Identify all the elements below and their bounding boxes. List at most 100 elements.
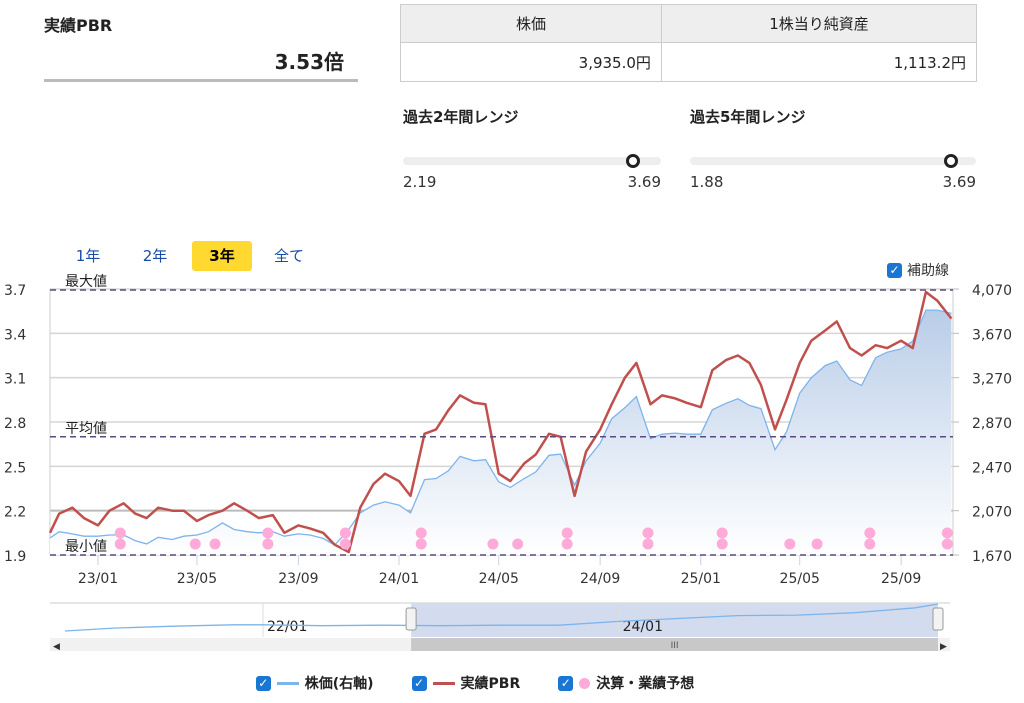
x-axis-tick: 24/09 [580,571,620,587]
divider [44,79,358,82]
event-marker [487,538,499,550]
reference-line-label: 平均値 [65,421,107,437]
event-marker [716,538,728,550]
range-2y-marker [626,154,641,168]
event-marker [209,538,221,550]
x-axis-tick: 25/05 [780,571,820,587]
price-value: 3,935.0円 [400,42,662,82]
x-axis-tick: 24/01 [379,571,419,587]
event-marker [561,527,573,539]
range-2y-max: 3.69 [627,173,661,191]
navigator-tick-label: 22/01 [267,619,307,635]
event-marker [189,538,201,550]
navigator-selection [411,603,939,637]
pbr-line [48,290,953,554]
event-marker [415,527,427,539]
legend-pbr[interactable]: ✓ 実績PBR [411,673,521,693]
aux-lines-toggle[interactable]: ✓ 補助線 [887,260,949,280]
scroll-left-arrow-icon[interactable]: ◀ [53,642,60,652]
range-5y-track [690,157,976,165]
left-axis-tick: 3.7 [4,283,26,299]
navigator-tick-label: 24/01 [623,619,663,635]
left-axis-tick: 3.4 [4,327,26,343]
navigator-handle[interactable] [932,607,944,631]
price-line-swatch [276,681,299,685]
left-axis-tick: 1.9 [4,549,26,565]
scroll-right-arrow-icon[interactable]: ▶ [940,642,947,652]
checkbox-checked-icon[interactable]: ✓ [411,675,427,691]
navigator-handle[interactable] [405,607,417,631]
pbr-price-chart: 3.7 4,070 3.4 3,670 3.1 3,270 2.8 2,870 2.5 2,470… [4,274,1012,652]
reference-line-label: 最小値 [65,539,107,555]
event-dot-swatch [579,677,591,689]
legend-pbr-label: 実績PBR [460,676,521,692]
legend: ✓ 株価(右軸) ✓ 実績PBR ✓ 決算・業績予想 [0,673,950,693]
event-marker [864,538,876,550]
scrollbar-thumb[interactable] [411,638,939,651]
left-axis-tick: 2.2 [4,505,26,521]
price-line [49,309,952,546]
event-marker [561,538,573,550]
scrollbar-grip-icon: III [671,641,679,651]
legend-events-label: 決算・業績予想 [596,676,695,692]
event-marker [262,538,274,550]
x-axis-tick: 23/01 [78,571,118,587]
tab-all[interactable]: 全て [273,247,304,265]
header-price: 株価 [400,4,662,43]
range-2y-track [403,157,661,165]
event-marker [941,538,953,550]
event-marker [864,527,876,539]
x-axis-tick: 24/05 [479,571,519,587]
event-marker [941,527,953,539]
range-5y-min: 1.88 [690,173,724,191]
legend-price-label: 株価(右軸) [304,676,374,692]
legend-price[interactable]: ✓ 株価(右軸) [255,673,374,693]
tab-2y[interactable]: 2年 [142,247,168,265]
pbr-line-swatch [432,681,455,685]
navigator-line [64,603,939,632]
range-5y-marker [943,154,958,168]
x-axis-tick: 23/05 [177,571,217,587]
reference-line-label: 最大値 [65,274,107,290]
event-marker [716,527,728,539]
event-marker [339,527,351,539]
x-axis-tick: 25/09 [881,571,921,587]
price-bps-table: 株価 1株当り純資産 3,935.0円 1,113.2円 [400,4,978,82]
event-marker [784,538,796,550]
event-marker [114,538,126,550]
event-marker [642,527,654,539]
left-axis-tick: 2.5 [4,460,26,476]
event-marker [114,527,126,539]
pbr-value: 3.53倍 [274,50,344,74]
event-marker [811,538,823,550]
bps-value: 1,113.2円 [660,42,978,82]
range-2y-min: 2.19 [403,173,437,191]
pbr-label: 実績PBR [44,16,113,35]
checkbox-checked-icon[interactable]: ✓ [558,675,574,691]
right-axis-tick: 2,470 [972,460,1012,476]
checkbox-checked-icon[interactable]: ✓ [255,675,271,691]
left-axis-tick: 2.8 [4,416,26,432]
range-5y-title: 過去5年間レンジ [690,108,806,126]
price-area [50,310,952,555]
right-axis-tick: 2,870 [972,416,1012,432]
right-axis-tick: 3,270 [972,372,1012,388]
event-marker [415,538,427,550]
event-marker [642,538,654,550]
aux-lines-label: 補助線 [907,263,949,279]
legend-events[interactable]: ✓ 決算・業績予想 [558,673,694,693]
left-axis-tick: 3.1 [4,372,26,388]
range-5y-max: 3.69 [942,173,976,191]
event-marker [262,527,274,539]
x-axis-tick: 23/09 [278,571,318,587]
event-marker [512,538,524,550]
right-axis-tick: 3,670 [972,327,1012,343]
range-2y-title: 過去2年間レンジ [403,108,519,126]
right-axis-tick: 2,070 [972,505,1012,521]
checkbox-checked-icon[interactable]: ✓ [887,262,902,278]
tab-3y[interactable]: 3年 [192,241,252,271]
tab-1y[interactable]: 1年 [75,247,101,265]
header-bps: 1株当り純資産 [660,4,978,43]
x-axis-tick: 25/01 [681,571,721,587]
right-axis-tick: 4,070 [972,283,1012,299]
